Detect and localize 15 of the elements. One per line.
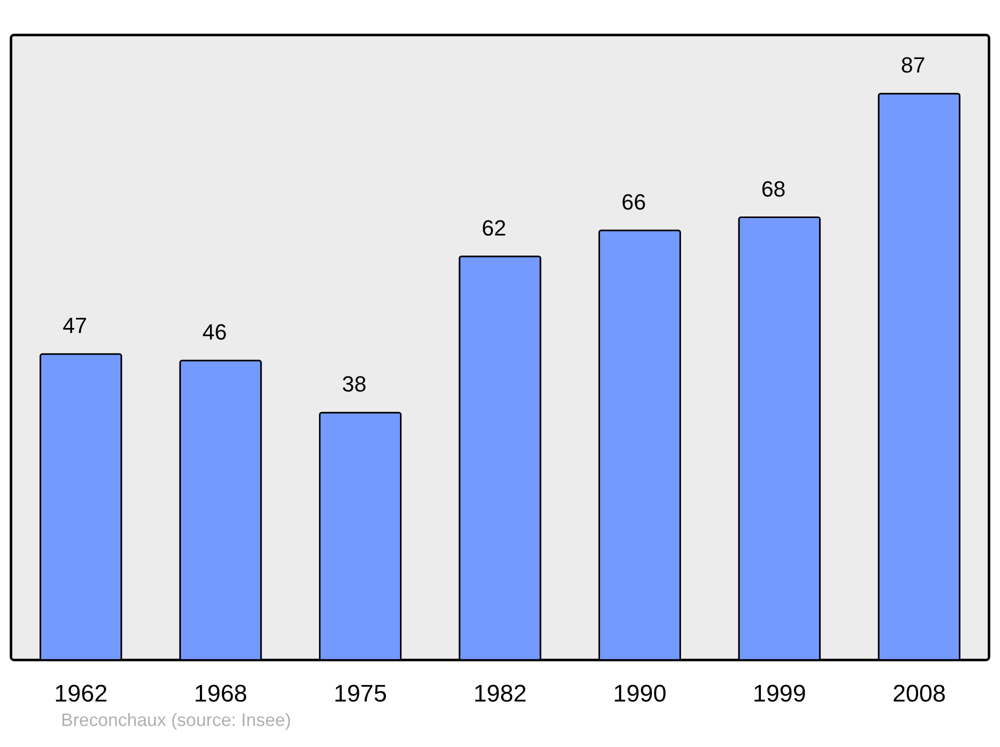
x-tick-label: 1990 <box>613 680 666 708</box>
x-tick-label: 1975 <box>334 680 387 708</box>
data-label: 87 <box>900 52 926 78</box>
data-label: 66 <box>621 189 646 214</box>
data-label: 68 <box>761 176 786 202</box>
x-tick-label: 1968 <box>194 680 248 708</box>
x-tick-label: 1999 <box>752 680 806 708</box>
data-label: 62 <box>482 215 506 240</box>
data-label: 46 <box>202 320 227 345</box>
text: Breconchaux (source: Insee) <box>61 710 292 730</box>
x-tick-label: 1982 <box>473 680 527 708</box>
x-tick-label: 2008 <box>892 680 946 708</box>
x-tick-label: 1962 <box>54 680 108 708</box>
data-label: 38 <box>342 372 367 397</box>
data-label: 47 <box>62 313 88 338</box>
